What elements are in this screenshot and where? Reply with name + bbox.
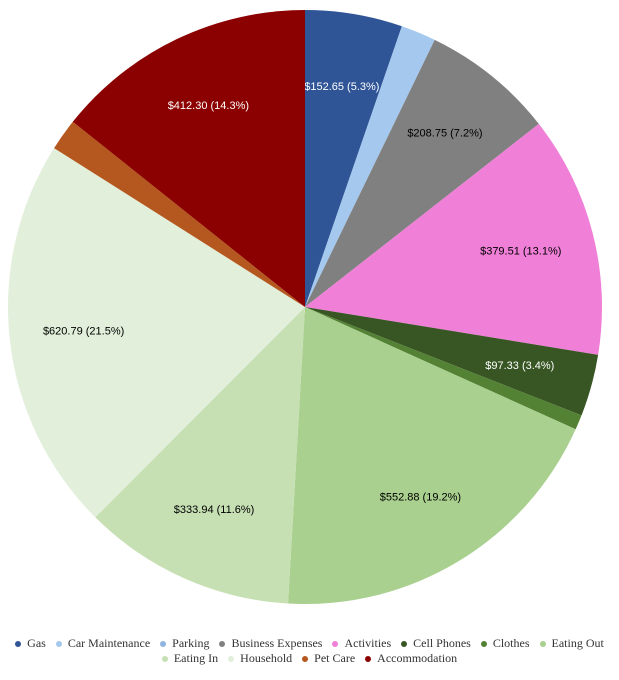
legend-item[interactable]: Car Maintenance <box>55 636 151 651</box>
legend-label: Eating Out <box>551 636 604 650</box>
legend-label: Business Expenses <box>231 636 323 650</box>
legend-item[interactable]: Pet Care <box>302 651 355 666</box>
pie-slice <box>305 307 582 430</box>
legend-marker <box>219 640 226 647</box>
slice-label: $620.79 (21.5%) <box>43 326 124 338</box>
slice-label: $412.30 (14.3%) <box>168 100 249 112</box>
legend-label: Pet Care <box>314 651 356 665</box>
pie-slice <box>288 307 576 605</box>
pie-slice <box>72 10 305 307</box>
slice-label: $152.65 (5.3%) <box>304 81 379 93</box>
slice-label: $379.51 (13.1%) <box>480 246 561 258</box>
legend-item[interactable]: Parking <box>160 636 209 651</box>
legend-marker <box>160 640 167 647</box>
legend-marker <box>332 640 339 647</box>
pie-slice <box>305 307 599 416</box>
legend-label: Activities <box>344 636 392 650</box>
chart: $152.65 (5.3%) $208.75 (7.2%) $379.51 (13.… <box>8 10 602 605</box>
legend-item[interactable]: Household <box>228 651 292 666</box>
legend: Gas Car Maintenance Parking Business Expens… <box>0 636 619 666</box>
pie-slice <box>305 39 539 308</box>
slice-label: $97.33 (3.4%) <box>485 360 554 372</box>
legend-item[interactable]: Accommodation <box>365 651 457 666</box>
pie-slice <box>305 10 402 307</box>
pie-slice <box>8 148 305 518</box>
legend-label: Parking <box>172 636 210 650</box>
legend-marker <box>15 640 22 647</box>
legend-label: Household <box>240 651 293 665</box>
legend-item[interactable]: Eating In <box>161 651 219 666</box>
legend-marker <box>539 640 546 647</box>
legend-item[interactable]: Eating Out <box>539 636 604 651</box>
legend-marker <box>302 655 309 662</box>
legend-label: Eating In <box>173 651 219 665</box>
legend-marker <box>55 640 62 647</box>
legend-label: Accommodation <box>377 651 458 665</box>
legend-label: Cell Phones <box>413 636 471 650</box>
legend-label: Clothes <box>492 636 530 650</box>
legend-marker <box>480 640 487 647</box>
legend-item[interactable]: Cell Phones <box>401 636 471 651</box>
legend-marker <box>401 640 408 647</box>
legend-label: Gas <box>27 636 46 650</box>
legend-item[interactable]: Gas <box>15 636 46 651</box>
slice-label: $552.88 (19.2%) <box>380 491 461 503</box>
legend-item[interactable]: Activities <box>332 636 391 651</box>
legend-marker <box>365 655 372 662</box>
pie-slice <box>305 26 435 307</box>
legend-item[interactable]: Clothes <box>480 636 530 651</box>
pie-slice <box>95 307 305 604</box>
pie-slice <box>54 121 306 307</box>
legend-marker <box>228 655 235 662</box>
slice-label: $333.94 (11.6%) <box>174 504 255 516</box>
legend-marker <box>161 655 168 662</box>
pie-slice <box>305 123 602 355</box>
legend-label: Car Maintenance <box>67 636 151 650</box>
legend-item[interactable]: Business Expenses <box>219 636 322 651</box>
slice-label: $208.75 (7.2%) <box>407 128 482 140</box>
